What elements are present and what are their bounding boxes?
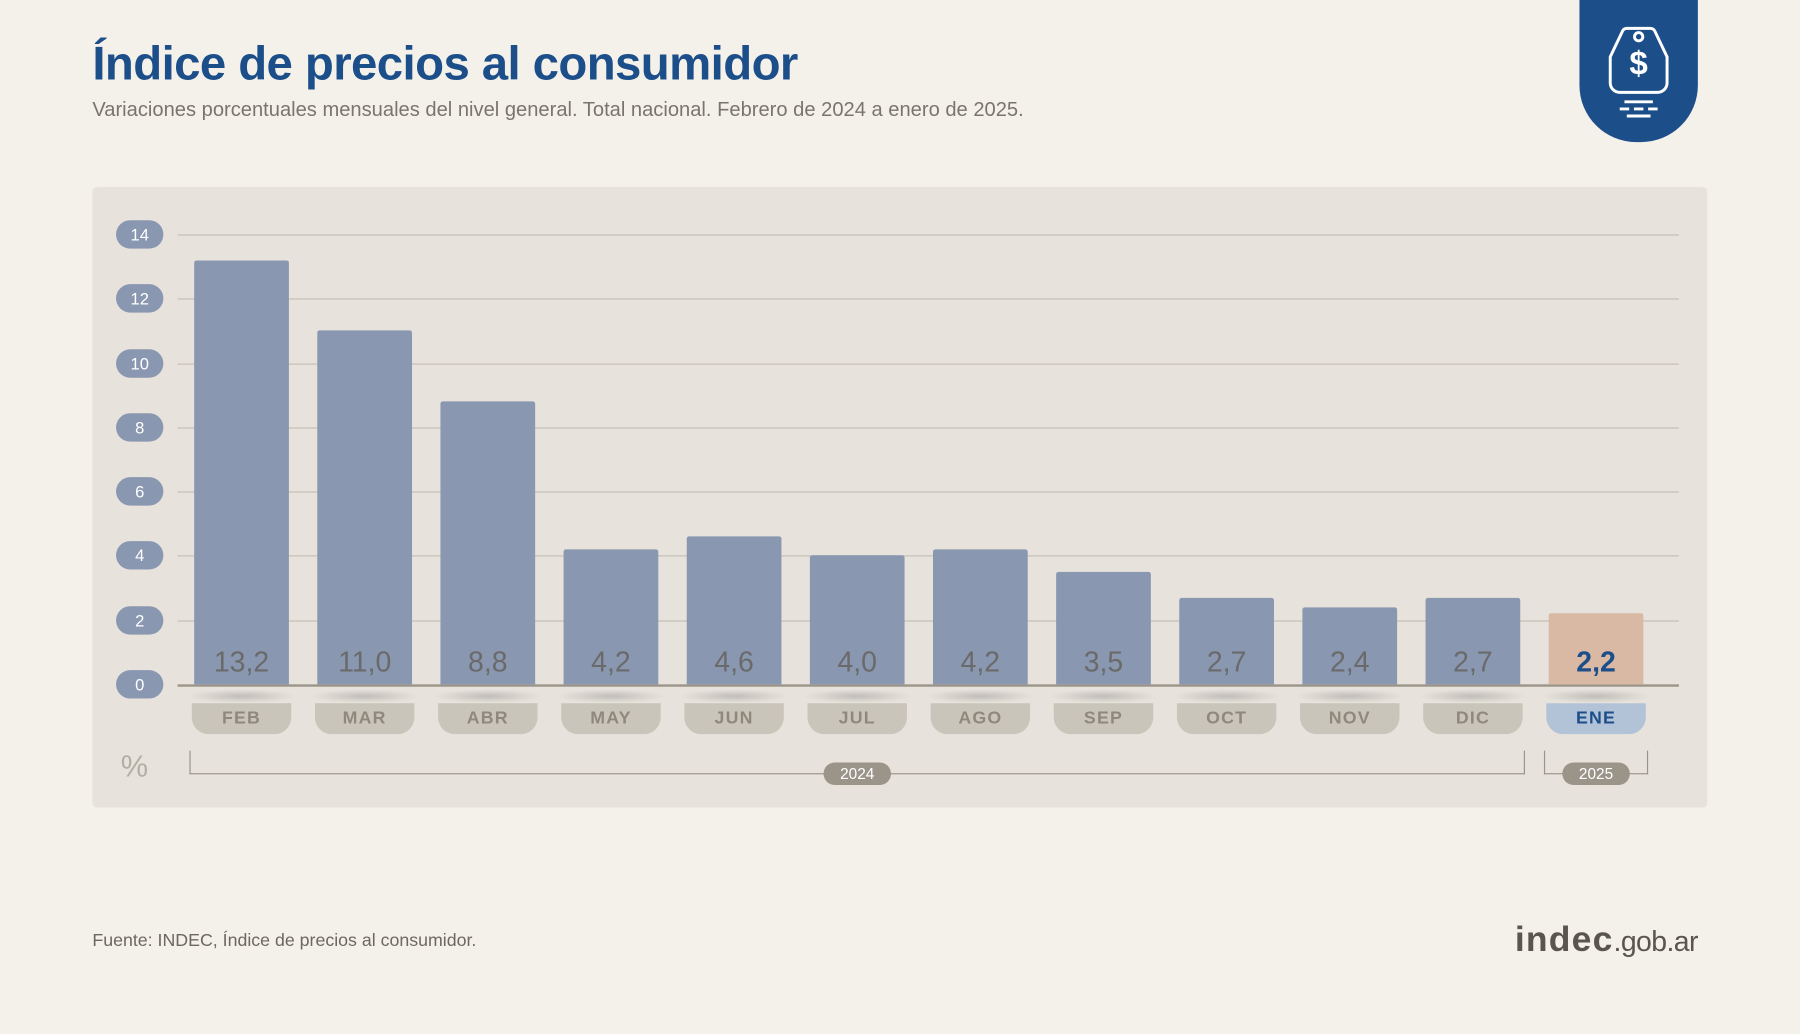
y-tick: 8: [116, 413, 163, 441]
bar-value-label: 2,7: [1414, 646, 1532, 679]
month-label: ABR: [438, 703, 537, 734]
year-bracket: 2025: [1544, 751, 1648, 775]
bar-shadow: [926, 689, 1035, 703]
bar-shadow: [680, 689, 789, 703]
bar-value-label: 8,8: [429, 646, 547, 679]
bar-value-label: 4,0: [798, 646, 916, 679]
month-label: DIC: [1423, 703, 1522, 734]
bar-shadow: [1295, 689, 1404, 703]
bar-shadow: [187, 689, 296, 703]
y-tick: 10: [116, 349, 163, 377]
y-tick: 6: [116, 477, 163, 505]
brand-domain: .gob.ar: [1614, 926, 1698, 958]
bar: [317, 331, 412, 684]
month-label: JUN: [684, 703, 783, 734]
bar-value-label: 2,4: [1291, 646, 1409, 679]
month-label: AGO: [931, 703, 1030, 734]
year-label: 2024: [824, 762, 891, 784]
month-label: FEB: [192, 703, 291, 734]
bar-value-label: 2,7: [1167, 646, 1285, 679]
month-label: ENE: [1546, 703, 1645, 734]
y-tick: 2: [116, 606, 163, 634]
source-note: Fuente: INDEC, Índice de precios al cons…: [92, 931, 476, 951]
month-label: MAY: [561, 703, 660, 734]
bar-shadow: [1418, 689, 1527, 703]
brand-logo: indec.gob.ar: [1515, 920, 1698, 960]
chart-card: 0 2 4 6 8 10 12 14 13,2 FEB 11,0 MAR 8,8 ABR 4,2 MAY 4,6…: [92, 187, 1707, 807]
y-tick: 4: [116, 542, 163, 570]
bar: [440, 402, 535, 685]
y-unit-label: %: [121, 748, 148, 785]
bar-value-label: 3,5: [1044, 646, 1162, 679]
brand-name: indec: [1515, 920, 1614, 959]
page-subtitle: Variaciones porcentuales mensuales del n…: [92, 98, 1707, 122]
y-tick: 0: [116, 670, 163, 698]
bar-chart: 0246810121413,2FEB11,0MAR8,8ABR4,2MAY4,6…: [163, 234, 1679, 684]
y-tick: 12: [116, 284, 163, 312]
month-label: SEP: [1054, 703, 1153, 734]
month-label: NOV: [1300, 703, 1399, 734]
header: Índice de precios al consumidor Variacio…: [92, 38, 1707, 122]
page-title: Índice de precios al consumidor: [92, 38, 1707, 91]
bar-shadow: [310, 689, 419, 703]
bar-value-label: 13,2: [182, 646, 300, 679]
bar-shadow: [556, 689, 665, 703]
bar-value-label: 2,2: [1537, 646, 1655, 679]
price-tag-icon: $: [1601, 21, 1677, 125]
bar-shadow: [433, 689, 542, 703]
price-tag-badge: $: [1579, 0, 1697, 142]
year-label: 2025: [1562, 762, 1629, 784]
bar-value-label: 4,2: [552, 646, 670, 679]
bar-value-label: 4,6: [675, 646, 793, 679]
month-label: MAR: [315, 703, 414, 734]
bar-shadow: [1049, 689, 1158, 703]
svg-text:$: $: [1629, 46, 1647, 83]
y-tick: 14: [116, 220, 163, 248]
month-label: JUL: [807, 703, 906, 734]
bar-shadow: [1542, 689, 1651, 703]
bar: [194, 260, 289, 684]
bar-value-label: 11,0: [305, 646, 423, 679]
bar-shadow: [803, 689, 912, 703]
month-label: OCT: [1177, 703, 1276, 734]
gridline: [178, 684, 1679, 686]
bar-shadow: [1172, 689, 1281, 703]
year-bracket: 2024: [189, 751, 1525, 775]
bar-value-label: 4,2: [921, 646, 1039, 679]
